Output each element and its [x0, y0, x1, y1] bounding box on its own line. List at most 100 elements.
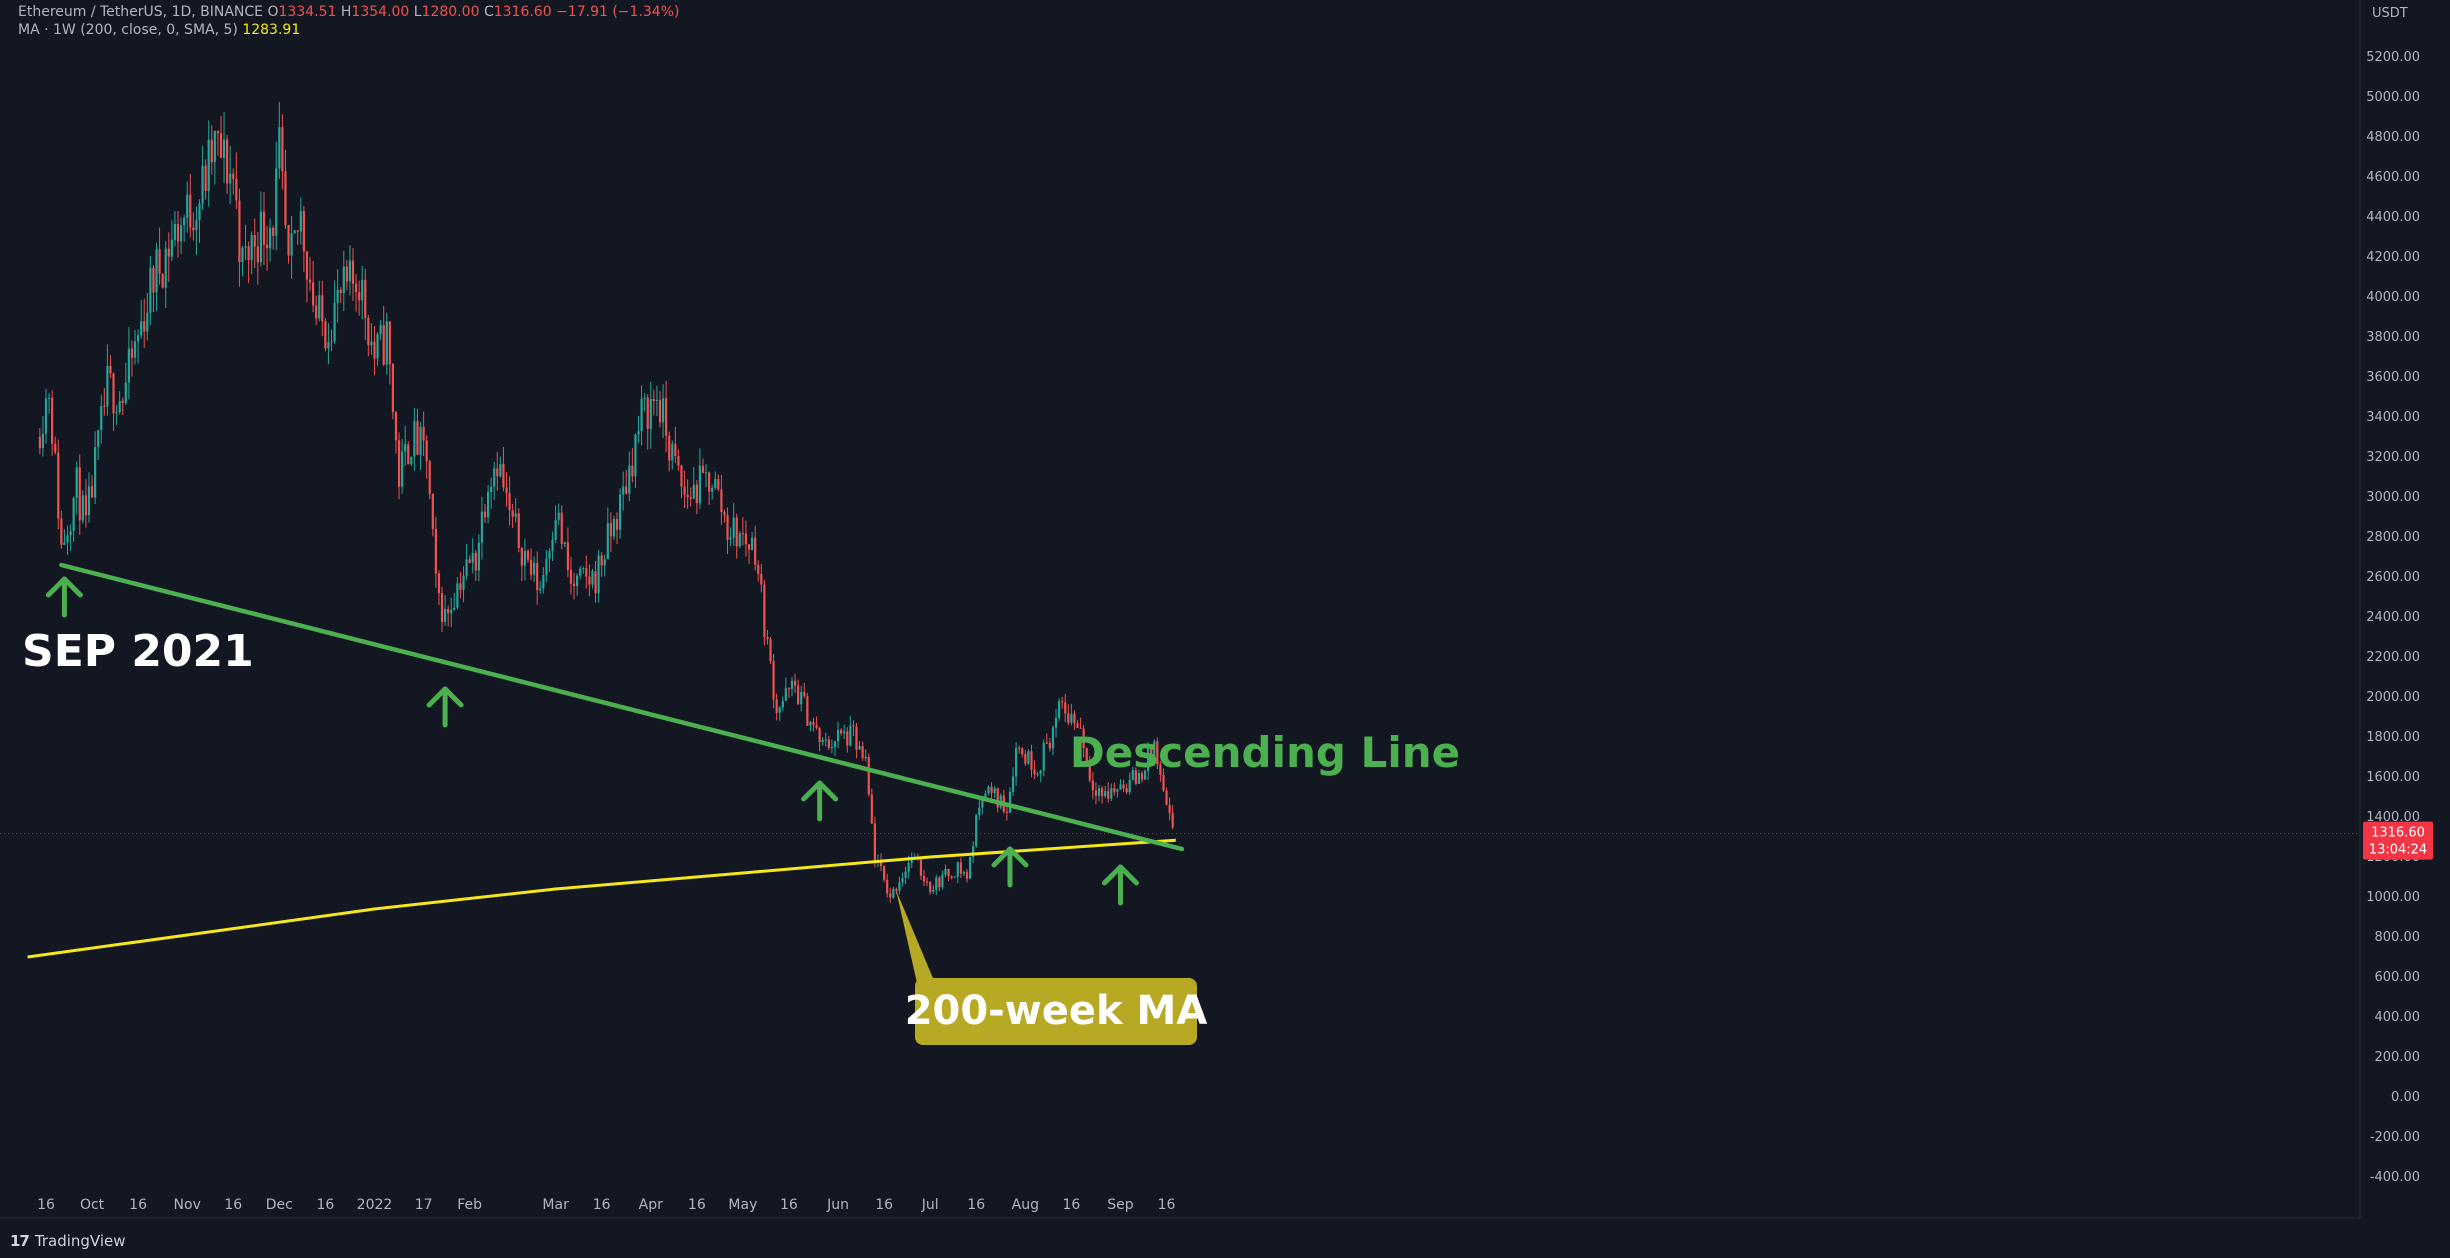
candle-down — [78, 467, 81, 521]
candle-down — [686, 494, 689, 498]
candle-down — [1082, 728, 1085, 749]
candle-down — [394, 412, 398, 441]
candle-down — [373, 341, 376, 359]
candle-down — [1073, 713, 1076, 724]
candle-up — [81, 495, 84, 521]
candle-up — [972, 846, 975, 857]
candle-up — [493, 468, 496, 487]
candle-down — [529, 559, 533, 575]
ma-callout-label: 200-week MA — [905, 988, 1208, 1034]
candle-down — [284, 171, 287, 226]
candle-up — [146, 312, 149, 332]
arrow-head — [1102, 864, 1139, 886]
candle-up — [480, 511, 484, 543]
candle-up — [149, 267, 152, 313]
candle-up — [833, 741, 837, 748]
candle-up — [557, 512, 560, 521]
candle-down — [990, 786, 993, 793]
candle-down — [1094, 790, 1098, 796]
x-tick-label: Jul — [921, 1197, 939, 1213]
x-tick-label: 16 — [316, 1197, 334, 1213]
candle-up — [576, 575, 579, 587]
candle-up — [711, 488, 714, 492]
candle-up — [628, 465, 631, 494]
candle-up — [410, 456, 413, 465]
candle-down — [238, 200, 241, 263]
candle-down — [925, 881, 929, 883]
candle-down — [720, 489, 723, 512]
candle-down — [766, 637, 769, 640]
candle-down — [431, 493, 434, 529]
candle-down — [60, 518, 63, 545]
candle-down — [339, 289, 342, 294]
y-tick-label: -200.00 — [2370, 1130, 2420, 1145]
candle-up — [545, 558, 548, 576]
candle-down — [1162, 774, 1165, 791]
candle-down — [588, 576, 591, 585]
candle-down — [1033, 769, 1036, 775]
ma-callout-pointer — [896, 890, 935, 983]
candle-up — [213, 130, 216, 163]
tradingview-logo-icon: 17 — [10, 1232, 30, 1250]
candle-down — [511, 510, 514, 517]
candle-down — [265, 244, 269, 249]
candle-down — [345, 266, 348, 282]
candle-down — [744, 533, 748, 545]
ma-indicator-value: 1283.91 — [242, 22, 301, 38]
candle-up — [63, 542, 66, 545]
candle-down — [517, 513, 520, 548]
candle-down — [701, 465, 705, 473]
candle-up — [44, 398, 48, 434]
candle-up — [935, 877, 938, 890]
candle-up — [137, 335, 140, 342]
y-tick-label: 3600.00 — [2366, 370, 2420, 385]
candle-up — [858, 746, 861, 750]
candle-down — [287, 225, 290, 256]
candle-down — [615, 518, 619, 530]
candle-up — [649, 399, 652, 430]
candle-up — [698, 465, 702, 504]
candle-down — [158, 249, 161, 274]
candle-down — [609, 523, 612, 537]
candle-down — [38, 437, 41, 449]
candle-up — [968, 856, 972, 879]
candle-down — [895, 888, 898, 891]
candle-up — [1128, 780, 1131, 793]
candle-up — [250, 235, 253, 261]
candle-down — [1021, 748, 1024, 755]
x-tick-label: Nov — [174, 1197, 201, 1213]
tradingview-footer[interactable]: 17 TradingView — [10, 1232, 126, 1250]
candle-up — [419, 426, 422, 455]
candle-down — [763, 584, 766, 638]
y-tick-label: 2000.00 — [2366, 690, 2420, 705]
x-tick-label: 16 — [37, 1197, 55, 1213]
y-tick-label: 5200.00 — [2366, 50, 2420, 65]
candle-down — [772, 661, 775, 700]
candle-down — [262, 211, 266, 245]
candle-down — [152, 267, 155, 293]
close-value: 1316.60 — [493, 4, 552, 20]
candle-up — [582, 568, 585, 570]
candle-up — [1143, 770, 1147, 780]
candle-up — [548, 551, 551, 559]
candle-up — [66, 535, 69, 543]
candle-up — [453, 607, 456, 610]
candle-down — [717, 479, 720, 490]
x-tick-label: 16 — [593, 1197, 611, 1213]
candle-up — [173, 223, 177, 240]
candle-down — [1168, 804, 1171, 814]
candle-down — [658, 400, 662, 423]
candle-up — [72, 498, 75, 531]
indicator-header[interactable]: MA · 1W (200, close, 0, SMA, 5) 1283.91 — [18, 22, 300, 38]
candle-up — [732, 517, 735, 538]
candle-up — [179, 225, 183, 242]
candle-up — [643, 397, 646, 399]
candle-down — [867, 757, 870, 795]
candle-up — [87, 486, 91, 516]
candle-down — [416, 421, 419, 455]
candle-down — [674, 443, 677, 456]
candle-up — [751, 537, 754, 550]
candle-up — [290, 233, 293, 256]
